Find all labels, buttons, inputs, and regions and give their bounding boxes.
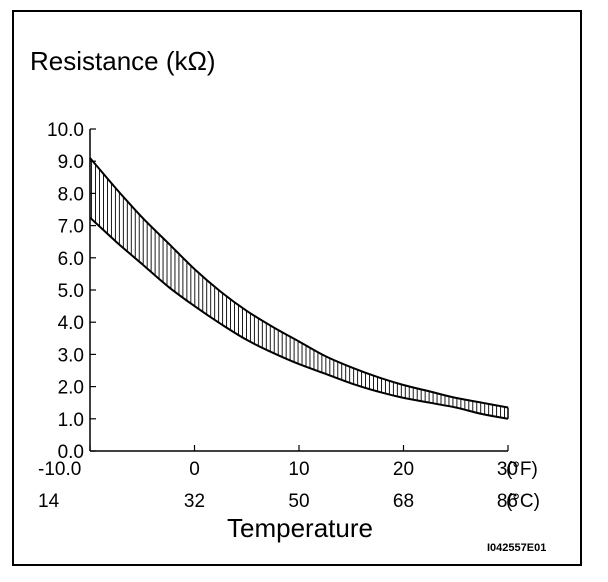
y-tick-label: 10.0 — [47, 120, 84, 141]
tolerance-band — [89, 157, 509, 420]
y-tick-label: 8.0 — [58, 184, 84, 205]
chart-frame: Resistance (kΩ) 0.0 1.0 2.0 3.0 4.0 5.0 6.0 7.0… — [12, 10, 582, 566]
x-unit-top: (°F) — [506, 459, 538, 480]
y-tick-label: 4.0 — [58, 313, 84, 334]
x-tick-label-top: 30 — [497, 459, 518, 480]
x-tick-label-bottom: 86 — [497, 491, 518, 512]
y-tick-label: 7.0 — [58, 217, 84, 238]
lower-limit-curve — [89, 216, 509, 420]
y-tick-label: 6.0 — [58, 249, 84, 270]
y-axis-label: Resistance (kΩ) — [30, 46, 216, 76]
upper-limit-curve — [89, 157, 509, 409]
x-axis-label: Temperature — [227, 513, 373, 543]
y-tick-label: 5.0 — [58, 281, 84, 302]
y-tick-label: 9.0 — [58, 152, 84, 173]
y-tick-label: 3.0 — [58, 345, 84, 366]
y-ticks: 0.0 1.0 2.0 3.0 4.0 5.0 6.0 7.0 8.0 9.0 10.0 — [47, 120, 96, 463]
x-unit-bottom: (°C) — [506, 491, 540, 512]
figure-code: I042557E01 — [487, 542, 546, 554]
x-tick-label-bottom: 32 — [184, 491, 205, 512]
x-tick-label-top: 20 — [393, 459, 414, 480]
x-tick-label-bottom: 68 — [393, 491, 414, 512]
x-tick-label-top: 0 — [189, 459, 200, 480]
y-tick-label: 2.0 — [58, 378, 84, 399]
x-tick-label-top: 10 — [288, 459, 309, 480]
y-tick-label: 0.0 — [58, 442, 84, 463]
x-tick-label-bottom: 14 — [38, 491, 60, 512]
x-tick-label-bottom: 50 — [288, 491, 309, 512]
x-ticks: -10.0 14 0 32 10 50 20 68 30 86 — [38, 445, 518, 512]
band-hatching — [91, 159, 506, 419]
x-tick-label-top: -10.0 — [38, 459, 81, 480]
resistance-temperature-chart: Resistance (kΩ) 0.0 1.0 2.0 3.0 4.0 5.0 6.0 7.0… — [30, 46, 546, 554]
y-tick-label: 1.0 — [58, 410, 84, 431]
